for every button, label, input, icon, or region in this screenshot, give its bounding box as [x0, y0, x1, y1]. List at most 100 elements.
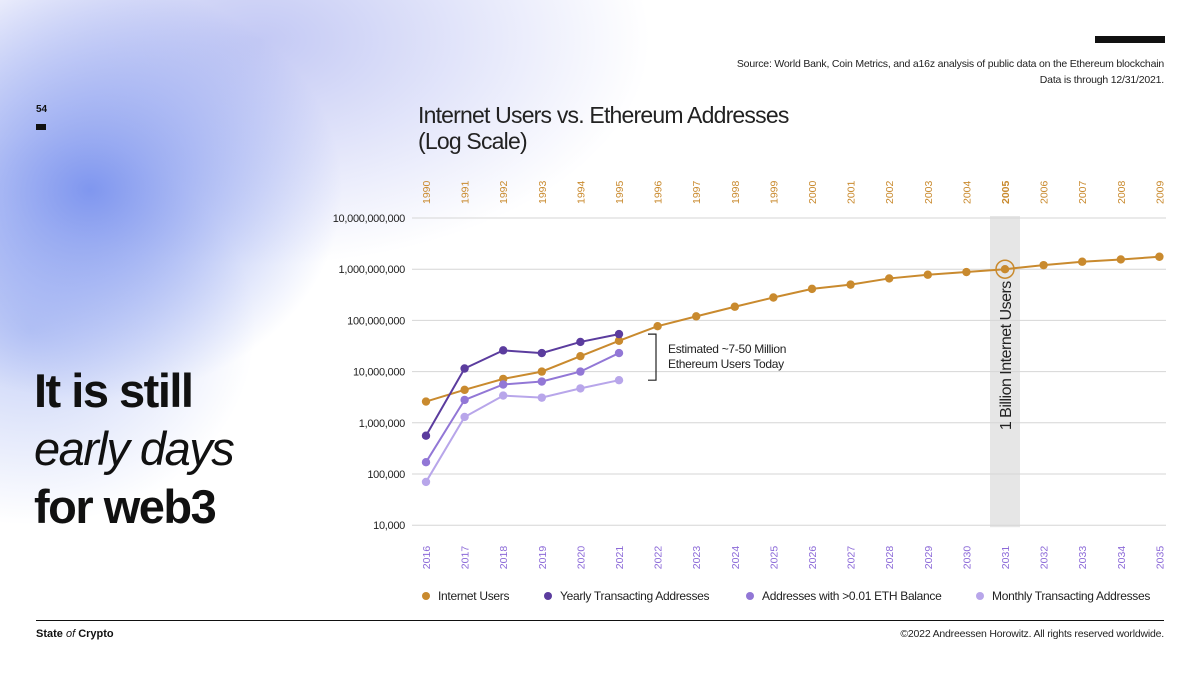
bottom-axis-year: 2020	[575, 546, 587, 570]
data-point-internet-users	[692, 312, 701, 321]
estimate-label-line-1: Estimated ~7-50 Million	[668, 342, 786, 356]
data-point-yearly-transacting	[614, 329, 624, 339]
bottom-axis-year: 2031	[1000, 546, 1012, 570]
data-point-internet-users	[846, 280, 855, 289]
bottom-axis-year: 2016	[421, 546, 433, 570]
y-tick-label: 10,000,000,000	[333, 213, 405, 225]
y-tick-label: 100,000	[367, 469, 405, 481]
estimate-bracket	[648, 333, 657, 381]
data-point-monthly-transacting	[614, 375, 624, 385]
top-axis-year: 2008	[1116, 180, 1128, 204]
highlight-ring	[995, 259, 1015, 279]
chart-title-line-1: Internet Users vs. Ethereum Addresses	[418, 102, 789, 128]
top-axis-year: 2007	[1077, 180, 1089, 204]
data-point-eth-balance	[576, 367, 585, 376]
data-point-internet-users	[923, 270, 932, 279]
bottom-axis-year: 2033	[1077, 546, 1089, 570]
top-axis-year: 1992	[498, 180, 510, 204]
data-point-internet-users	[730, 302, 739, 311]
data-point-internet-users	[1116, 255, 1126, 264]
data-point-yearly-transacting	[460, 364, 469, 373]
data-point-internet-users	[653, 322, 662, 331]
data-point-internet-users	[1039, 260, 1048, 270]
brand-of: of	[62, 628, 79, 640]
brand-crypto: Crypto	[78, 628, 114, 640]
top-axis-year: 1997	[691, 180, 703, 204]
legend-item-internet-users: Internet Users	[422, 589, 509, 603]
data-point-yearly-transacting	[421, 431, 431, 440]
data-point-monthly-transacting	[576, 384, 585, 393]
top-axis-year: 1998	[730, 180, 742, 204]
bottom-axis-year: 2022	[653, 546, 665, 570]
top-axis-year: 1996	[653, 180, 665, 204]
top-axis-year: 2009	[1154, 180, 1166, 204]
bottom-axis-year: 2034	[1116, 546, 1128, 570]
headline-line-1: It is still	[34, 364, 194, 417]
data-point-monthly-transacting	[421, 477, 431, 487]
brand-state: State	[36, 628, 63, 640]
bottom-axis-year: 2021	[614, 546, 626, 570]
top-axis-year: 1994	[575, 180, 587, 204]
data-point-eth-balance	[460, 395, 469, 405]
data-point-monthly-transacting	[460, 412, 469, 422]
y-tick-label: 10,000,000	[353, 367, 405, 379]
data-point-internet-users	[537, 367, 546, 376]
page-number: 54	[36, 104, 48, 115]
bottom-axis-year: 2035	[1154, 546, 1166, 570]
top-axis-year: 2002	[884, 180, 896, 204]
top-axis-year: 2003	[923, 180, 935, 204]
data-point-eth-balance	[537, 377, 546, 386]
legend-dot-monthly-transacting	[976, 592, 984, 600]
chart-title: Internet Users vs. Ethereum Addresses (L…	[418, 102, 838, 154]
data-point-eth-balance	[499, 380, 508, 389]
top-axis-year: 1990	[421, 180, 433, 204]
bottom-axis-year: 2024	[730, 546, 742, 570]
bottom-axis-year: 2017	[460, 546, 472, 570]
legend-item-monthly-transacting: Monthly Transacting Addresses	[976, 589, 1150, 603]
y-tick-label: 1,000,000	[359, 418, 405, 430]
data-point-internet-users	[1078, 257, 1087, 266]
legend-dot-eth-balance	[746, 592, 754, 600]
legend-dot-internet-users	[422, 592, 430, 600]
top-axis-year: 2006	[1039, 180, 1051, 204]
data-point-eth-balance	[421, 458, 431, 467]
data-point-monthly-transacting	[499, 391, 508, 400]
bottom-axis-year: 2018	[498, 546, 510, 570]
top-axis-year: 2000	[807, 180, 819, 204]
series-line-internet-users	[425, 255, 1160, 403]
top-accent-bar	[1095, 36, 1165, 43]
y-tick-label: 10,000	[373, 520, 405, 532]
data-point-internet-users	[576, 351, 585, 361]
series-line-yearly-transacting	[425, 333, 620, 437]
top-axis-year: 1993	[537, 180, 549, 204]
bottom-axis-year: 2019	[537, 546, 549, 570]
bottom-axis-year: 2030	[961, 546, 973, 570]
bottom-axis-year: 2025	[768, 546, 780, 570]
legend-item-eth-balance: Addresses with >0.01 ETH Balance	[746, 589, 942, 603]
headline: It is still early days for web3	[34, 362, 235, 536]
top-axis-year: 1995	[614, 180, 626, 204]
y-tick-label: 100,000,000	[347, 315, 405, 327]
bottom-axis-year: 2026	[807, 546, 819, 570]
data-point-internet-users	[1000, 265, 1010, 274]
data-point-internet-users	[807, 284, 817, 294]
bottom-axis-year: 2027	[846, 546, 858, 570]
bottom-axis-year: 2028	[884, 546, 896, 570]
headline-line-3: for web3	[34, 480, 217, 533]
estimate-label-line-2: Ethereum Users Today	[668, 357, 784, 371]
source-note: Source: World Bank, Coin Metrics, and a1…	[737, 56, 1164, 88]
data-point-yearly-transacting	[537, 348, 546, 358]
y-tick-label: 1,000,000,000	[339, 264, 406, 276]
data-point-internet-users	[1155, 252, 1164, 261]
legend-label-monthly-transacting: Monthly Transacting Addresses	[992, 589, 1151, 603]
source-line-2: Data is through 12/31/2021.	[1039, 74, 1164, 86]
top-axis-year: 1991	[460, 180, 472, 204]
data-point-internet-users	[962, 267, 971, 277]
top-axis-year: 2005	[1000, 180, 1012, 204]
bottom-axis-year: 2032	[1039, 546, 1051, 570]
legend-label-yearly-transacting: Yearly Transacting Addresses	[560, 589, 710, 603]
legend-label-internet-users: Internet Users	[438, 589, 510, 603]
data-point-yearly-transacting	[499, 346, 508, 355]
bottom-axis-year: 2023	[691, 546, 703, 570]
data-point-internet-users	[460, 385, 469, 395]
